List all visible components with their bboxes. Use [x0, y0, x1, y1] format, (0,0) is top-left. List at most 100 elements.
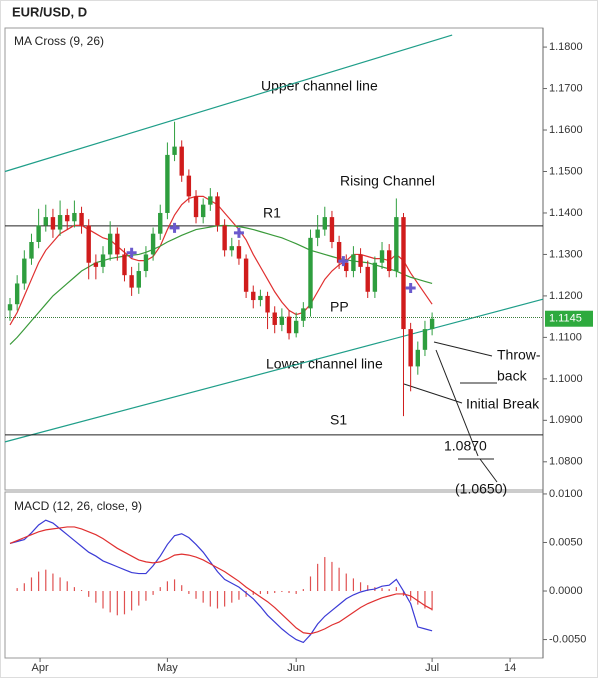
candle-body: [301, 308, 306, 321]
channel-line: [4, 298, 544, 443]
candle-body: [143, 254, 149, 272]
candle-body: [14, 283, 20, 305]
candle-body: [150, 233, 156, 255]
candle-body: [401, 217, 406, 330]
candle-body: [122, 254, 127, 276]
y-tick-label: 1.1200: [549, 290, 583, 302]
x-tick-label: May: [157, 662, 178, 674]
candle-body: [408, 329, 413, 367]
y-tick-label: 0.0000: [549, 585, 583, 597]
x-tick-label: Apr: [31, 662, 48, 674]
candle-body: [229, 246, 234, 251]
last-price-label: 1.1145: [549, 313, 582, 325]
y-tick-label: -0.0050: [549, 633, 586, 645]
ma-cross-marker: [405, 283, 416, 294]
candle-body: [243, 258, 249, 292]
candle-body: [344, 262, 349, 272]
candle-body: [372, 262, 378, 292]
y-tick-label: 1.0800: [549, 456, 583, 468]
candle-body: [100, 254, 106, 267]
macd-title: MACD (12, 26, close, 9): [14, 499, 142, 513]
candle-body: [7, 304, 13, 311]
candle-body: [308, 237, 313, 309]
candle-body: [43, 217, 48, 226]
candle-body: [129, 275, 134, 288]
y-tick-label: 1.1000: [549, 373, 583, 385]
candle-body: [329, 217, 335, 242]
pointer-line: [479, 458, 498, 483]
candle-body: [50, 217, 56, 230]
y-tick-label: 1.1500: [549, 165, 583, 177]
y-tick-label: 1.1300: [549, 248, 583, 260]
candle-body: [165, 154, 170, 213]
page-title: EUR/USD, D: [12, 4, 87, 19]
candle-body: [215, 196, 220, 226]
candle-body: [293, 320, 299, 334]
y-tick-label: 0.0100: [549, 488, 583, 500]
candle-body: [422, 329, 428, 350]
candle-body: [415, 349, 421, 367]
pointer-line: [403, 383, 463, 404]
candle-body: [365, 266, 370, 292]
channel-line: [4, 34, 453, 173]
candle-body: [265, 295, 270, 313]
last-price-box: [545, 310, 593, 327]
annotation: Throw-: [497, 347, 541, 363]
candle-body: [258, 295, 263, 301]
y-tick-label: 1.1600: [549, 124, 583, 136]
candle-body: [236, 246, 242, 259]
candle-body: [336, 241, 342, 263]
annotation: 1.0870: [444, 438, 487, 454]
candle-body: [172, 146, 177, 155]
y-tick-label: 1.1800: [549, 41, 583, 53]
candle-body: [394, 217, 399, 272]
annotation-lines: [403, 341, 498, 483]
candle-body: [315, 229, 320, 238]
annotation: Upper channel line: [261, 78, 378, 94]
candle-body: [136, 271, 141, 288]
candle-body: [251, 291, 256, 301]
candle-body: [158, 212, 163, 234]
candle-body: [179, 146, 184, 176]
ma-cross-marker: [169, 222, 180, 233]
candle-body: [115, 233, 120, 255]
candle-body: [379, 250, 385, 263]
candle-body: [86, 225, 91, 263]
y-tick-label: 1.1100: [549, 331, 582, 343]
candle-body: [36, 225, 41, 242]
candle-body: [386, 250, 392, 272]
y-tick-label: 0.0050: [549, 536, 583, 548]
candle-body: [272, 312, 277, 325]
candle-body: [358, 254, 363, 267]
candle-body: [351, 254, 356, 272]
candle-body: [29, 241, 34, 259]
ma-cross-marker: [233, 227, 244, 238]
candle-body: [286, 316, 292, 334]
candle-body: [208, 196, 213, 205]
level-label: R1: [263, 205, 281, 221]
candle-body: [222, 225, 227, 251]
level-label: S1: [330, 412, 347, 428]
ma-cross-marker: [126, 247, 137, 258]
candle-body: [200, 204, 206, 218]
candle-body: [65, 215, 70, 222]
annotation: Lower channel line: [266, 356, 383, 372]
x-tick-label: Jul: [425, 662, 439, 674]
candle-body: [72, 212, 77, 222]
candle-body: [93, 262, 99, 267]
pointer-line: [435, 349, 479, 457]
annotation: back: [497, 368, 528, 384]
candle-body: [279, 316, 285, 325]
y-tick-label: 1.0900: [549, 414, 583, 426]
ma-cross-marker: [338, 256, 349, 267]
level-label: PP: [330, 299, 349, 315]
x-tick-label: 14: [504, 662, 516, 674]
candle-body: [107, 233, 113, 255]
y-tick-label: 1.1700: [549, 82, 583, 94]
pointer-line: [433, 341, 493, 357]
candle-body: [322, 217, 327, 230]
annotation: Rising Channel: [340, 173, 435, 189]
macd-line: [9, 519, 433, 644]
